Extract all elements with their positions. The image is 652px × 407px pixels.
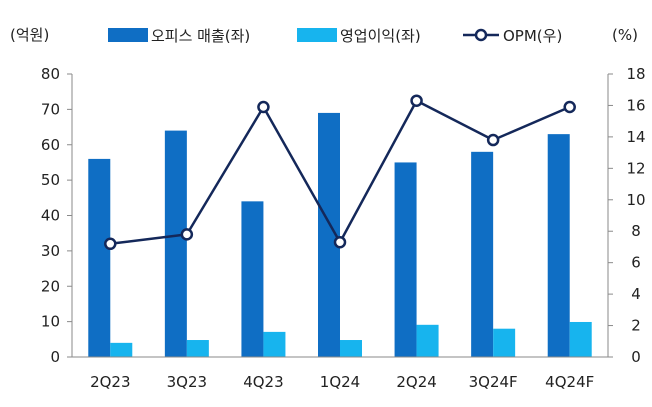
bar-operating-profit-3q23 <box>186 340 209 357</box>
bar-office-sales-1q24 <box>318 112 340 357</box>
right-axis: 0 2 4 6 8 10 12 14 16 18 <box>607 65 646 366</box>
opm-point-1q24 <box>333 235 347 249</box>
left-tick-label: 30 <box>41 242 60 260</box>
left-tick-label: 60 <box>41 136 60 154</box>
bar-operating-profit-1q24 <box>340 340 362 357</box>
left-tick-label: 40 <box>41 207 60 225</box>
x-tick-label: 4Q24F <box>545 373 594 391</box>
left-tick-label: 50 <box>41 171 60 189</box>
opm-point-2q24 <box>410 94 423 107</box>
right-axis-unit: (%) <box>612 26 638 44</box>
legend: 오피스 매출(좌) 영업이익(좌) OPM(우) <box>108 27 562 45</box>
right-tick-label: 2 <box>631 317 641 335</box>
opm-point-4q24f <box>563 100 576 114</box>
bars <box>88 112 592 357</box>
right-tick-label: 0 <box>631 348 641 366</box>
left-tick-label: 0 <box>50 348 60 366</box>
right-tick-label: 10 <box>626 191 645 209</box>
legend-marker-opm <box>474 28 488 42</box>
bar-operating-profit-3q24f <box>493 328 516 357</box>
x-tick-label: 4Q23 <box>243 373 283 391</box>
left-axis: 0 10 20 30 40 50 60 70 80 <box>41 65 73 366</box>
right-tick-label: 6 <box>631 254 641 272</box>
bar-office-sales-4q24f <box>547 134 570 357</box>
left-tick-label: 80 <box>41 65 60 83</box>
opm-point-3q24f <box>486 133 500 147</box>
bar-operating-profit-2q24 <box>416 324 439 357</box>
opm-point-3q23 <box>180 228 194 241</box>
legend-label-office-sales: 오피스 매출(좌) <box>151 27 250 45</box>
legend-label-operating-profit: 영업이익(좌) <box>340 27 421 45</box>
right-tick-label: 16 <box>626 96 645 114</box>
bar-office-sales-2q24 <box>394 162 417 357</box>
left-axis-unit: (억원) <box>10 26 49 44</box>
bar-office-sales-4q23 <box>241 201 264 357</box>
right-tick-label: 8 <box>631 222 641 240</box>
x-tick-label: 3Q24F <box>469 373 518 391</box>
left-tick-label: 10 <box>41 313 60 331</box>
right-tick-label: 4 <box>631 285 641 303</box>
x-tick-label: 2Q23 <box>90 373 130 391</box>
x-axis: 2Q23 3Q23 4Q23 1Q24 2Q24 3Q24F 4Q24F <box>72 356 608 391</box>
x-tick-label: 2Q24 <box>396 373 436 391</box>
bar-operating-profit-4q23 <box>263 331 286 357</box>
bar-office-sales-3q23 <box>164 130 187 357</box>
left-tick-label: 70 <box>41 100 60 118</box>
bar-operating-profit-4q24f <box>569 321 592 357</box>
opm-point-2q23 <box>104 237 117 251</box>
legend-swatch-office-sales <box>108 28 148 42</box>
opm-line <box>104 94 576 251</box>
bar-office-sales-2q23 <box>88 158 111 357</box>
right-tick-label: 12 <box>626 159 645 177</box>
right-tick-label: 14 <box>626 128 645 146</box>
x-tick-label: 1Q24 <box>320 373 360 391</box>
bar-office-sales-3q24f <box>471 151 494 357</box>
legend-label-opm: OPM(우) <box>503 27 562 45</box>
bar-operating-profit-2q23 <box>110 342 133 357</box>
x-tick-label: 3Q23 <box>167 373 207 391</box>
legend-swatch-operating-profit <box>297 28 337 42</box>
right-tick-label: 18 <box>626 65 645 83</box>
opm-point-4q23 <box>257 100 270 114</box>
left-tick-label: 20 <box>41 277 60 295</box>
